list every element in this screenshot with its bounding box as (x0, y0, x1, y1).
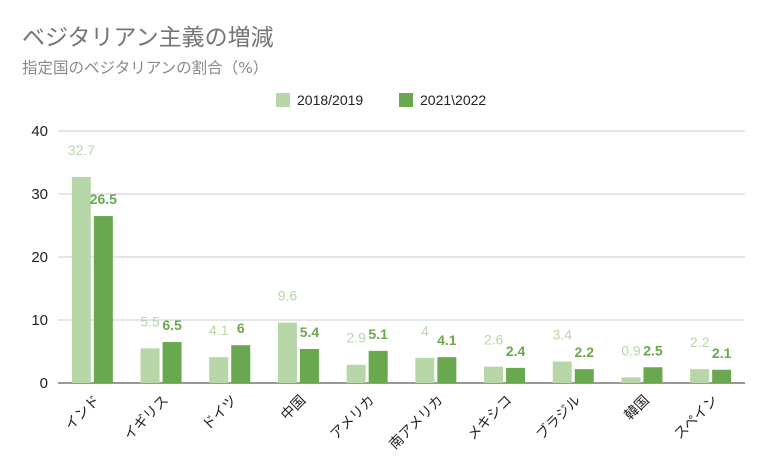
data-label: 2.2 (575, 344, 595, 360)
bar (71, 176, 91, 383)
data-label: 4 (421, 323, 429, 339)
y-tick-label: 0 (40, 375, 48, 392)
bar (690, 369, 710, 383)
data-label: 5.5 (140, 313, 160, 329)
data-label: 3.4 (553, 327, 573, 343)
bar (437, 357, 457, 383)
data-label: 26.5 (90, 191, 117, 207)
data-label: 2.1 (712, 345, 732, 361)
data-label: 2.9 (346, 330, 366, 346)
data-label: 2.5 (643, 342, 663, 358)
x-tick-label: 中国 (278, 393, 309, 424)
bar (712, 369, 732, 383)
y-tick-label: 10 (31, 312, 48, 329)
bar (140, 348, 160, 383)
data-label: 9.6 (278, 288, 298, 304)
bar (346, 364, 366, 383)
x-tick-label: 南アメリカ (386, 393, 446, 453)
data-label: 6.5 (162, 317, 182, 333)
bar (552, 361, 572, 383)
y-tick-label: 30 (31, 186, 48, 203)
x-tick-label: アメリカ (328, 393, 378, 443)
bar (231, 345, 251, 383)
bar (621, 377, 641, 383)
x-tick-label: ドイツ (200, 393, 241, 434)
data-label: 4.1 (209, 322, 229, 338)
data-label: 5.1 (368, 326, 388, 342)
bar (277, 322, 297, 383)
x-tick-label: イギリス (121, 393, 172, 444)
x-tick-label: スペイン (671, 393, 721, 443)
bar (484, 366, 504, 383)
bar (162, 342, 182, 383)
y-tick-label: 20 (31, 249, 48, 266)
bar (368, 350, 388, 383)
x-tick-label: インド (62, 393, 103, 434)
bar (506, 367, 526, 383)
data-label: 6 (237, 320, 245, 336)
data-label: 2.4 (506, 343, 526, 359)
chart-title: ベジタリアン主義の増減 (22, 25, 274, 51)
data-label: 2.6 (484, 332, 504, 348)
legend-label: 2021\2022 (420, 92, 486, 108)
chart-subtitle: 指定国のベジタリアンの割合（%） (22, 59, 269, 77)
x-tick-label: メキシコ (464, 393, 515, 444)
bar (93, 216, 113, 383)
data-label: 32.7 (68, 142, 95, 158)
data-label: 2.2 (690, 334, 710, 350)
data-label: 4.1 (437, 332, 457, 348)
x-tick-label: ブラジル (533, 392, 584, 443)
bar (209, 357, 229, 383)
y-tick-label: 40 (31, 123, 48, 140)
legend-swatch (399, 93, 413, 107)
data-label: 0.9 (621, 342, 641, 358)
bar (299, 348, 319, 383)
data-label: 5.4 (300, 324, 320, 340)
bar (415, 357, 435, 383)
legend-swatch (276, 93, 290, 107)
bar (574, 369, 594, 383)
legend-label: 2018/2019 (297, 92, 363, 108)
bar (643, 367, 663, 383)
x-tick-label: 韓国 (622, 393, 653, 424)
